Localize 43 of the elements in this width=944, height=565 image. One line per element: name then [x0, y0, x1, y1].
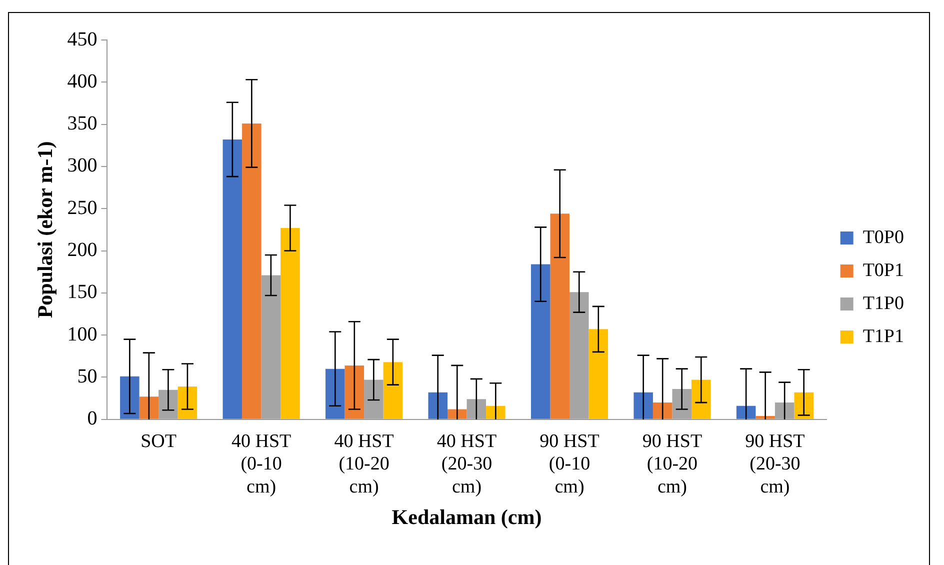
x-tick-label: 90 HST (20-30 cm): [745, 430, 806, 498]
bar: [691, 380, 711, 419]
bar: [634, 392, 653, 419]
y-tick-label: 100: [67, 323, 98, 346]
bar: [383, 362, 403, 419]
y-tick-label: 400: [67, 70, 98, 92]
bar: [756, 416, 775, 419]
y-tick-label: 300: [67, 154, 98, 177]
bar: [139, 396, 159, 419]
bar: [242, 123, 262, 419]
x-tick-label: 40 HST (20-30 cm): [436, 430, 497, 498]
y-tick-label: 50: [77, 365, 98, 388]
x-tick-label: SOT: [140, 430, 177, 452]
legend-label: T1P1: [862, 326, 904, 347]
bar: [120, 376, 140, 419]
x-tick-label: 40 HST (0-10 cm): [231, 430, 292, 498]
y-tick-label: 350: [67, 112, 98, 135]
bar: [326, 368, 345, 419]
bar: [344, 365, 364, 419]
x-tick-label: 90 HST (0-10 cm): [540, 430, 600, 498]
bar: [486, 406, 506, 419]
bar: [222, 139, 242, 419]
bar: [178, 386, 198, 419]
y-tick-label: 450: [67, 28, 98, 50]
y-tick-label: 150: [67, 281, 98, 304]
bar: [550, 214, 570, 419]
x-tick-label: 90 HST (10-20 cm): [642, 430, 702, 498]
x-tick-label: 40 HST (10-20 cm): [334, 430, 394, 498]
bar: [428, 392, 448, 419]
legend-label: T1P0: [862, 292, 904, 314]
y-tick-label: 200: [67, 239, 98, 262]
bar: [530, 264, 550, 419]
bar: [736, 406, 756, 419]
y-axis-title: Populasi (ekor m-1): [33, 141, 58, 318]
bar: [448, 409, 467, 419]
bar: [588, 329, 608, 419]
legend-label: T0P0: [862, 226, 904, 248]
bar: [652, 402, 672, 419]
legend-label: T0P1: [862, 260, 904, 281]
y-tick-label: 0: [87, 408, 98, 430]
bar: [280, 228, 300, 419]
x-axis-title: Kedalaman (cm): [392, 504, 542, 529]
y-tick-label: 250: [67, 196, 98, 219]
